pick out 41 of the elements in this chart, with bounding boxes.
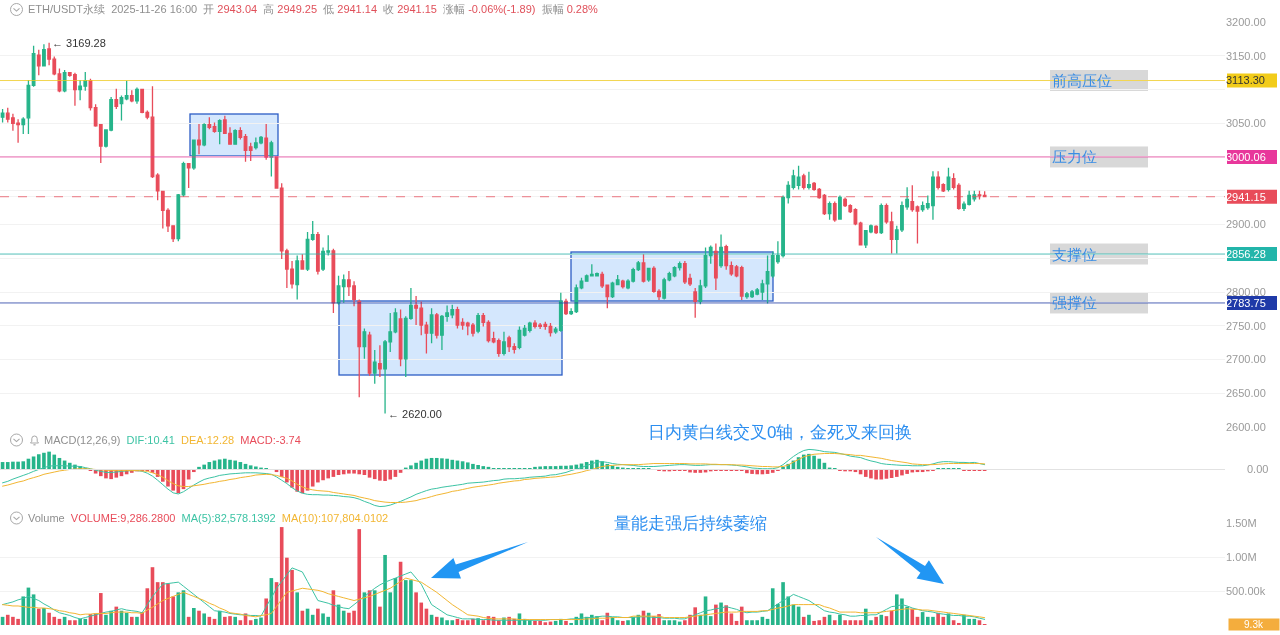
text: MA(10):107,804.0102 (281, 511, 389, 524)
y-tick-label: 2750.00 (1226, 319, 1266, 332)
ref-line-label: 强撑位 (1052, 294, 1097, 311)
y-tick-label: 1.00M (1226, 550, 1257, 563)
y-tick-label: 3150.00 (1226, 49, 1266, 62)
annotation: ← 3169.28 (52, 37, 106, 49)
y-tick-label: 2700.00 (1226, 353, 1266, 366)
y-tick-label: 2783.75 (1226, 296, 1266, 309)
chart-title: MACD(12,26,9) (44, 433, 121, 446)
y-tick-label: 500.00k (1226, 584, 1266, 597)
chart-subtitle: 2025-11-26 16:00 (111, 2, 198, 15)
text: 收 2941.15 (383, 2, 437, 15)
y-tick-label: 3050.00 (1226, 117, 1266, 130)
y-tick-label: 2650.00 (1226, 387, 1266, 400)
chart-title: ETH/USDT永续 (28, 2, 105, 15)
text: 开 2943.04 (203, 2, 258, 15)
text: DEA:12.28 (180, 433, 235, 446)
annotation: 日内黄白线交叉0轴，金死叉来回换 (648, 423, 913, 442)
y-tick-label: 2941.15 (1226, 190, 1266, 203)
text: 0.00 (1247, 463, 1269, 475)
annotation: 量能走强后持续萎缩 (614, 514, 767, 533)
ref-line-label: 支撑位 (1052, 246, 1097, 263)
y-tick-label: 3200.00 (1226, 15, 1266, 28)
text: DIF:10.41 (126, 433, 175, 446)
y-tick-label: 3000.06 (1226, 150, 1266, 163)
text: VOLUME:9,286.2800 (70, 511, 176, 524)
chart-title: Volume (28, 511, 65, 524)
text: 9.3k (1244, 619, 1264, 630)
y-tick-label: 2856.28 (1226, 247, 1266, 260)
text: 涨幅 -0.06%(-1.89) (443, 2, 536, 15)
text: MA(5):82,578.1392 (181, 511, 276, 524)
text: 低 2941.14 (323, 2, 378, 15)
text: 振幅 0.28% (541, 2, 599, 15)
text: 高 2949.25 (263, 2, 318, 15)
y-tick-label: 2600.00 (1226, 420, 1266, 433)
y-tick-label: 2800.00 (1226, 285, 1266, 298)
y-tick-label: 2900.00 (1226, 218, 1266, 231)
series-label: MACD:-3.74 (240, 433, 301, 446)
annotation: ← 2620.00 (388, 408, 442, 420)
y-tick-label: 1.50M (1226, 516, 1257, 529)
ref-line-label: 压力位 (1052, 148, 1097, 165)
